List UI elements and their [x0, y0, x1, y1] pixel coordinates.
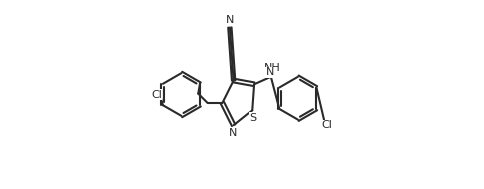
Text: N: N	[226, 15, 234, 25]
Text: Cl: Cl	[321, 120, 332, 130]
Text: N: N	[228, 128, 237, 138]
Text: NH: NH	[264, 64, 281, 74]
Text: H: H	[268, 67, 276, 77]
Text: N: N	[266, 67, 274, 77]
Text: S: S	[250, 113, 257, 123]
Text: Cl: Cl	[151, 90, 162, 99]
